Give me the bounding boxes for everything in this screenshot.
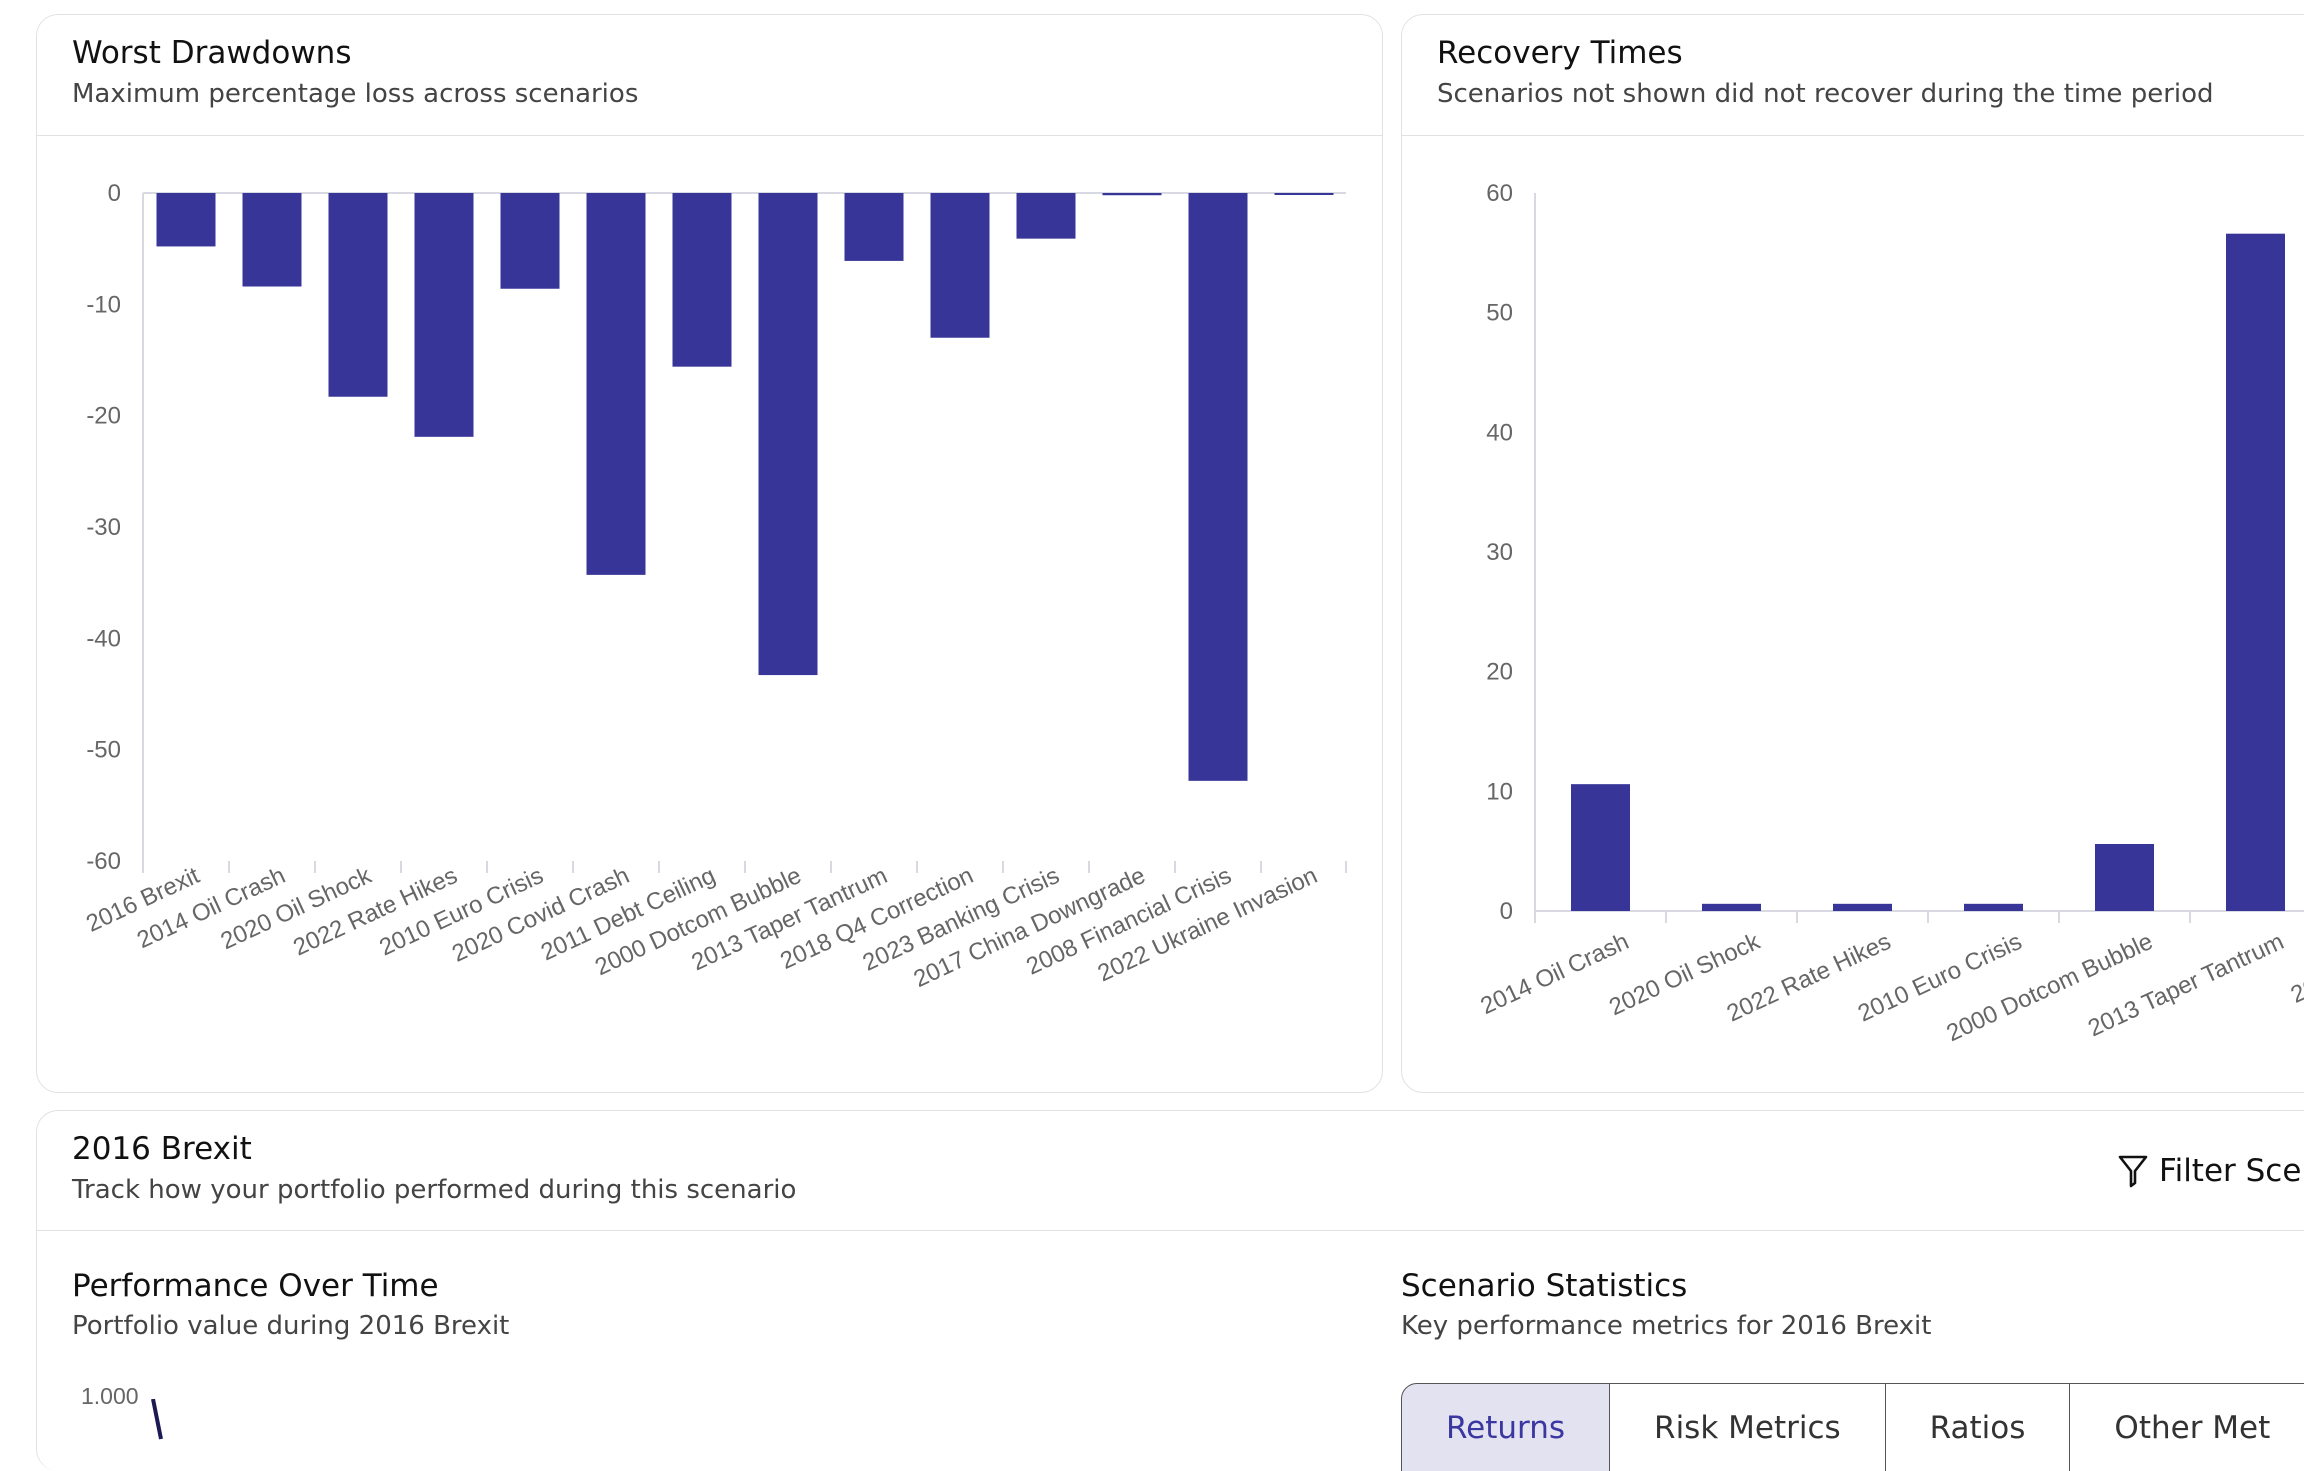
bar[interactable] <box>500 193 560 289</box>
statistics-subtitle: Key performance metrics for 2016 Brexit <box>1401 1311 1932 1341</box>
y-tick-label: 10 <box>1486 778 1513 805</box>
recovery-times-card: Recovery Times Scenarios not shown did n… <box>1401 14 2304 1093</box>
bar[interactable] <box>758 193 818 676</box>
filter-scenarios-button[interactable]: Filter Sce <box>2117 1149 2301 1193</box>
tab-returns[interactable]: Returns <box>1401 1383 1611 1471</box>
y-tick-label: -40 <box>86 625 121 652</box>
tab-ratios[interactable]: Ratios <box>1885 1383 2071 1471</box>
card-header: Worst Drawdowns Maximum percentage loss … <box>37 15 1382 136</box>
performance-subtitle: Portfolio value during 2016 Brexit <box>72 1311 510 1341</box>
performance-title: Performance Over Time <box>72 1268 439 1304</box>
worst-drawdowns-card: Worst Drawdowns Maximum percentage loss … <box>36 14 1383 1093</box>
bar[interactable] <box>1702 903 1761 911</box>
bar[interactable] <box>1188 193 1248 781</box>
bar[interactable] <box>1571 784 1630 911</box>
bar[interactable] <box>242 193 302 287</box>
y-tick-label: -30 <box>86 514 121 541</box>
y-tick-label: 30 <box>1486 539 1513 566</box>
card-header: Recovery Times Scenarios not shown did n… <box>1402 15 2304 136</box>
y-tick-label: 0 <box>108 180 121 207</box>
bar[interactable] <box>414 193 474 437</box>
y-tick-label: 20 <box>1486 659 1513 686</box>
bar[interactable] <box>156 193 216 247</box>
bar[interactable] <box>930 193 990 338</box>
bar[interactable] <box>672 193 732 367</box>
scenario-subtitle: Track how your portfolio performed durin… <box>72 1175 797 1205</box>
bar[interactable] <box>1964 903 2023 911</box>
tab-risk-metrics[interactable]: Risk Metrics <box>1610 1383 1886 1471</box>
bar[interactable] <box>1274 193 1334 195</box>
scenario-card: 2016 Brexit Track how your portfolio per… <box>36 1110 2304 1471</box>
bar[interactable] <box>1833 903 1892 911</box>
y-tick-label: 50 <box>1486 300 1513 327</box>
bar[interactable] <box>586 193 646 575</box>
bar[interactable] <box>328 193 388 397</box>
filter-label: Filter Sce <box>2159 1153 2302 1189</box>
performance-line <box>151 1399 163 1440</box>
bar[interactable] <box>1102 193 1162 196</box>
bar[interactable] <box>1016 193 1076 239</box>
y-tick-label: -10 <box>86 291 121 318</box>
x-tick-label: 2023 Bankin <box>2287 928 2304 1009</box>
scenario-title: 2016 Brexit <box>72 1131 252 1167</box>
bar[interactable] <box>844 193 904 261</box>
bar[interactable] <box>2226 233 2285 912</box>
card-subtitle: Maximum percentage loss across scenarios <box>72 79 639 109</box>
funnel-icon <box>2118 1155 2148 1188</box>
card-subtitle: Scenarios not shown did not recover duri… <box>1437 79 2214 109</box>
card-header: 2016 Brexit Track how your portfolio per… <box>37 1111 2304 1231</box>
y-tick-label: 60 <box>1486 180 1513 207</box>
y-tick-label: 0 <box>1500 898 1513 925</box>
performance-y-tick: 1.000 <box>81 1383 139 1409</box>
y-tick-label: 40 <box>1486 419 1513 446</box>
statistics-title: Scenario Statistics <box>1401 1268 1688 1304</box>
statistics-tabs: Returns Risk Metrics Ratios Other Met <box>1401 1383 2304 1471</box>
card-title: Worst Drawdowns <box>72 35 352 71</box>
tab-other-metrics[interactable]: Other Met <box>2070 1383 2304 1471</box>
bar[interactable] <box>2095 843 2154 911</box>
y-tick-label: -50 <box>86 737 121 764</box>
y-tick-label: -20 <box>86 403 121 430</box>
card-title: Recovery Times <box>1437 35 1683 71</box>
y-tick-label: -60 <box>86 848 121 875</box>
